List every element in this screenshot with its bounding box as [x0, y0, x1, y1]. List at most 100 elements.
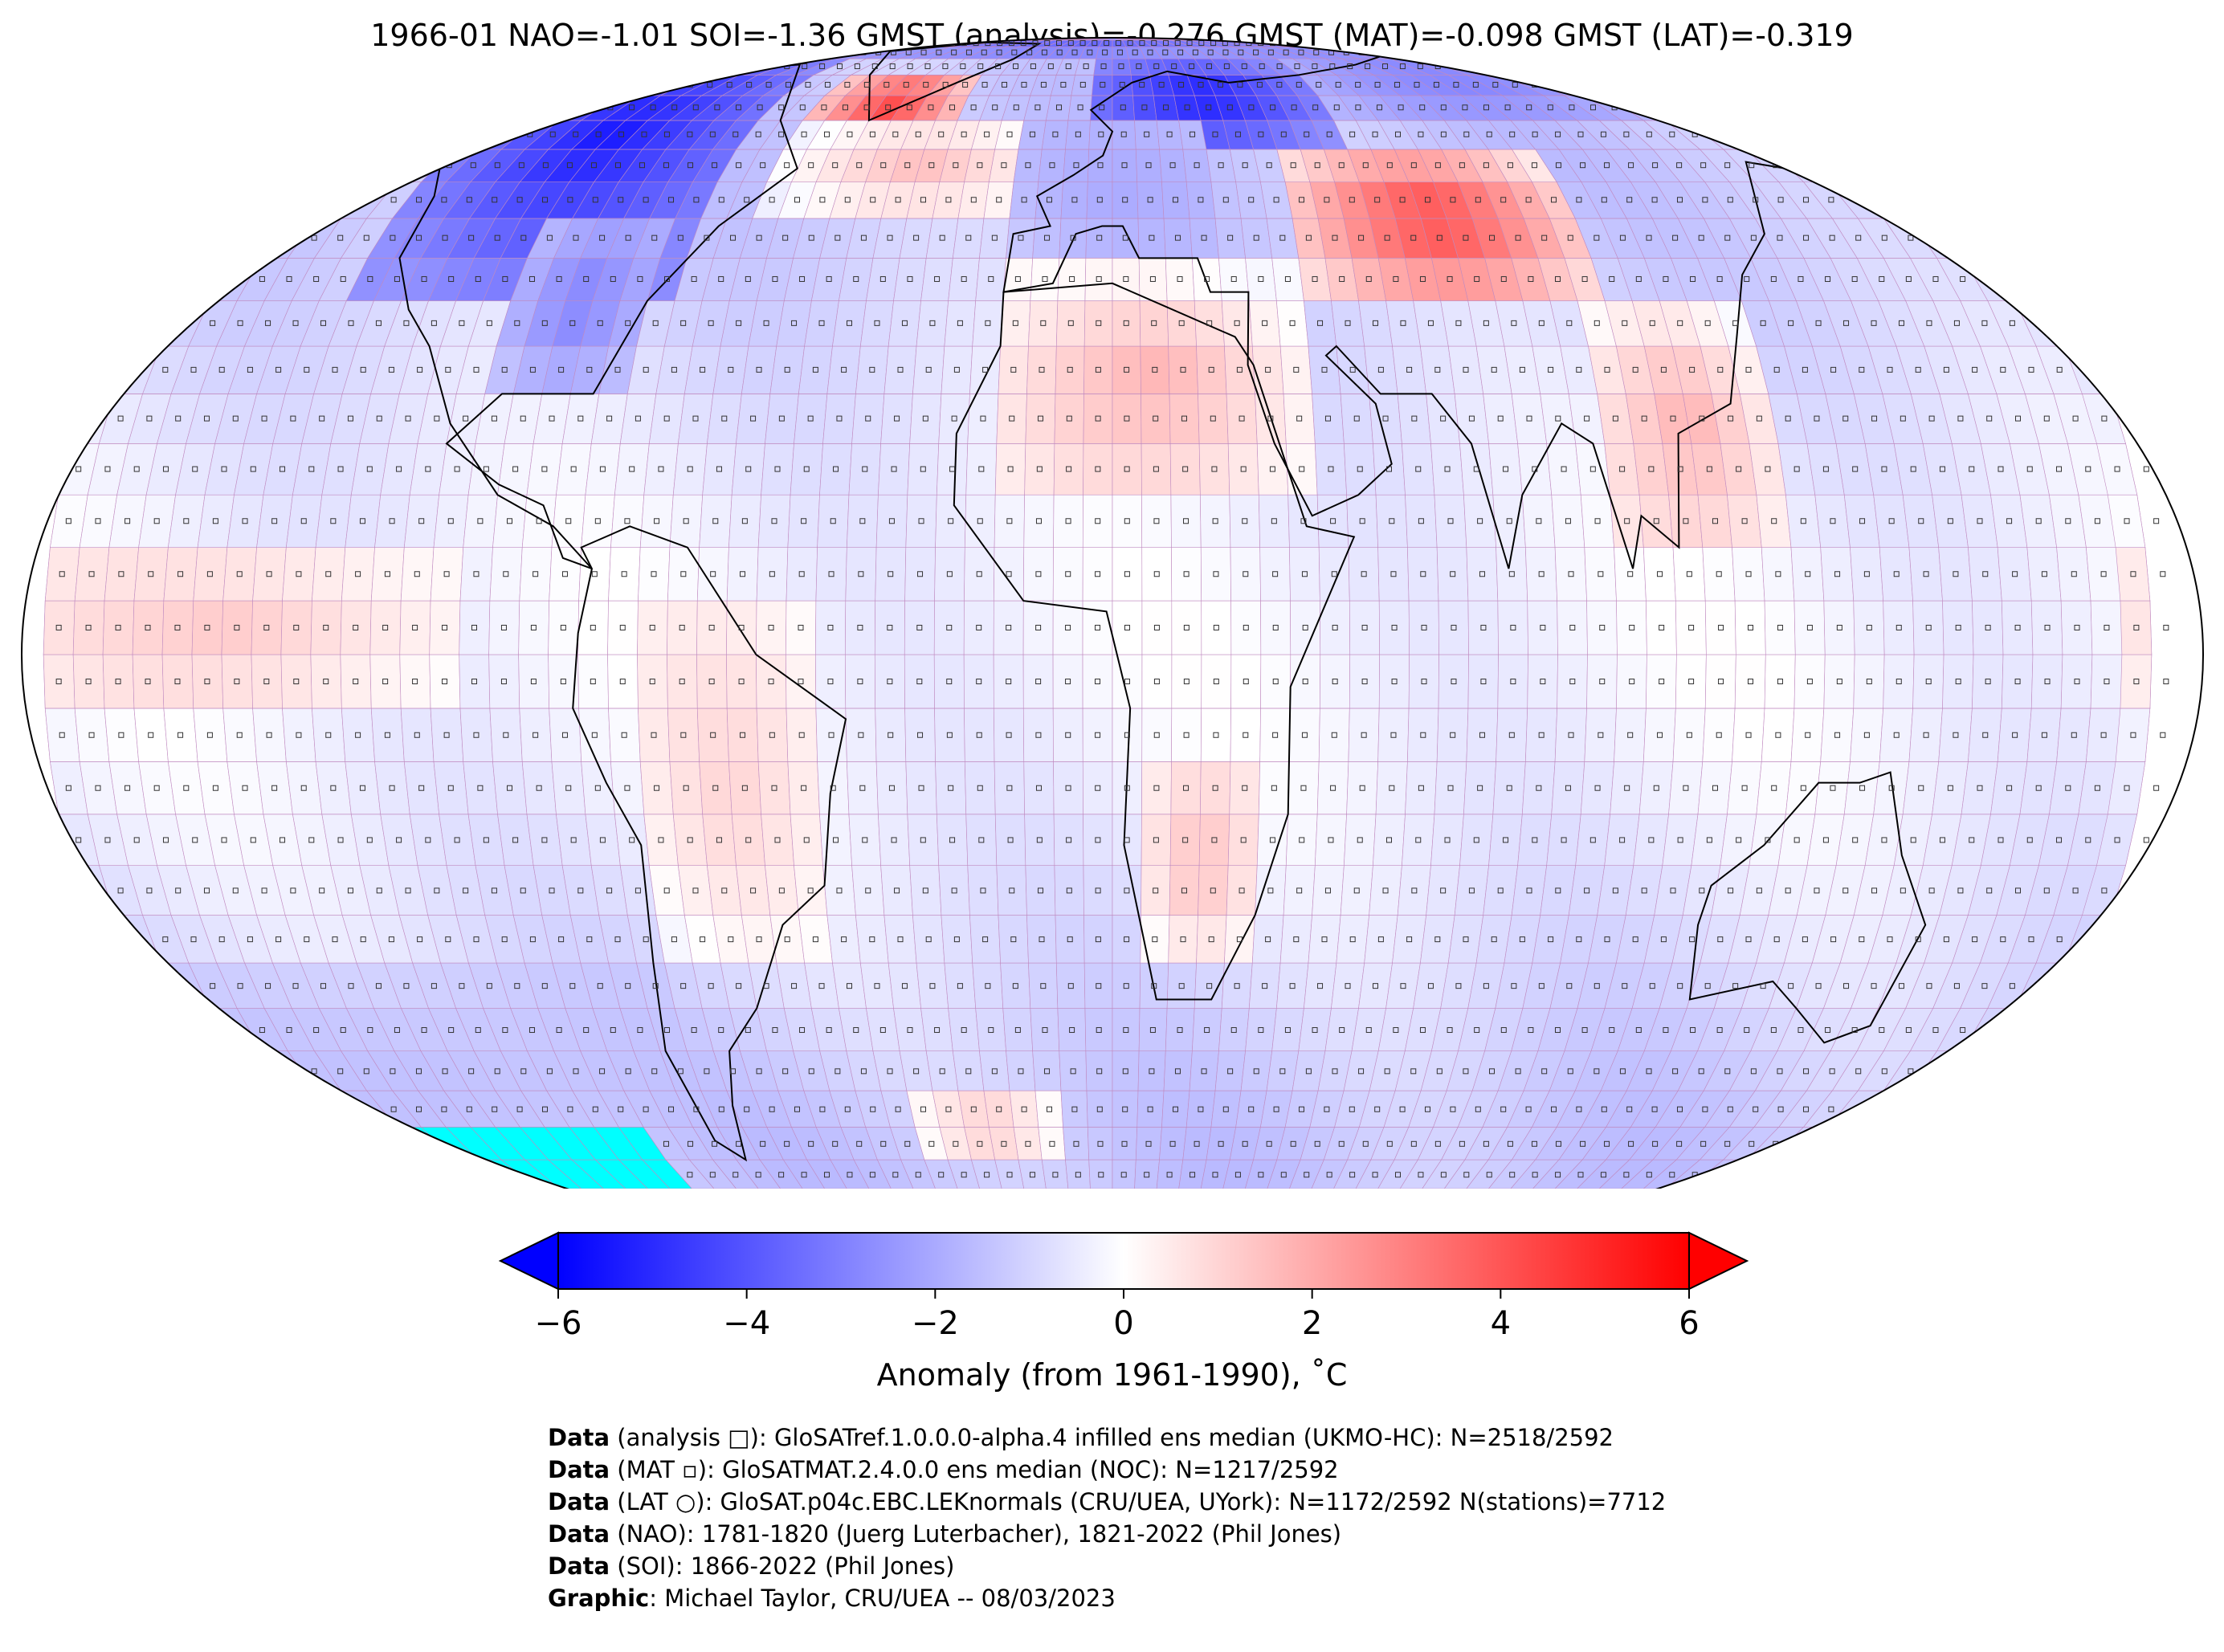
- grid-cell: [1369, 865, 1402, 916]
- grid-cell: [577, 654, 609, 709]
- grid-cell: [1638, 761, 1674, 815]
- grid-cell: [935, 494, 967, 548]
- grid-cell: [996, 865, 1027, 916]
- grid-cell: [1006, 1050, 1036, 1091]
- analysis-marker: [785, 49, 791, 55]
- grid-cell: [1218, 258, 1250, 301]
- grid-cell: [920, 258, 953, 301]
- grid-cell: [590, 58, 670, 75]
- analysis-marker: [1435, 40, 1442, 47]
- grid-cell: [1141, 865, 1171, 916]
- grid-cell: [702, 814, 737, 866]
- grid-cell: [1785, 494, 1822, 548]
- grid-cell: [786, 547, 818, 602]
- analysis-marker: [365, 197, 372, 203]
- grid-cell: [1112, 654, 1143, 709]
- colorbar-label: Anomaly (from 1961-1990), ˚C: [876, 1357, 1348, 1393]
- analysis-marker: [259, 1068, 265, 1075]
- grid-cell: [994, 814, 1026, 866]
- grid-cell: [346, 1127, 408, 1160]
- grid-cell: [1230, 600, 1262, 655]
- grid-cell: [1951, 1090, 2014, 1128]
- grid-cell: [1054, 865, 1084, 916]
- analysis-marker: [2064, 320, 2071, 326]
- grid-cell: [1168, 345, 1198, 394]
- grid-cell: [1060, 1090, 1088, 1128]
- grid-cell: [1344, 814, 1377, 866]
- grid-cell: [1798, 1159, 1866, 1189]
- grid-cell: [883, 915, 917, 964]
- analysis-marker: [1986, 1068, 1993, 1075]
- grid-cell: [1466, 708, 1499, 762]
- grid-cell: [360, 95, 435, 121]
- grid-cell: [1185, 1090, 1216, 1128]
- grid-cell: [1226, 394, 1258, 444]
- grid-cell: [1434, 39, 1575, 47]
- grid-cell: [1052, 654, 1083, 709]
- grid-cell: [521, 47, 637, 59]
- analysis-marker: [854, 40, 860, 47]
- grid-cell: [1789, 95, 1865, 121]
- analysis-marker: [2143, 466, 2149, 472]
- analysis-marker: [373, 162, 380, 169]
- grid-cell: [1517, 814, 1553, 866]
- grid-cell: [983, 1090, 1014, 1128]
- grid-cell: [585, 814, 621, 866]
- grid-cell: [1112, 915, 1141, 964]
- analysis-marker: [700, 40, 706, 47]
- grid-cell: [794, 865, 828, 916]
- grid-cell: [1032, 218, 1062, 259]
- analysis-marker: [1875, 131, 1881, 137]
- grid-cell: [1009, 182, 1039, 219]
- grid-cell: [794, 394, 828, 444]
- grid-cell: [2026, 708, 2062, 762]
- analysis-marker: [845, 49, 851, 55]
- analysis-marker: [510, 81, 516, 88]
- analysis-marker: [372, 104, 378, 111]
- grid-cell: [1547, 47, 1655, 59]
- analysis-marker: [694, 49, 700, 55]
- grid-cell: [1196, 915, 1227, 964]
- grid-cell: [1561, 47, 1671, 59]
- grid-cell: [1877, 1090, 1936, 1128]
- grid-cell: [1023, 494, 1055, 548]
- grid-cell: [186, 182, 249, 219]
- grid-cell: [2030, 654, 2063, 709]
- analysis-marker: [1897, 1172, 1904, 1178]
- grid-cell: [533, 58, 621, 75]
- grid-cell: [1901, 182, 1962, 219]
- grid-cell: [470, 95, 539, 121]
- analysis-marker: [830, 49, 836, 55]
- grid-cell: [340, 600, 372, 655]
- analysis-marker: [151, 275, 157, 282]
- grid-cell: [74, 708, 110, 762]
- grid-cell: [646, 58, 719, 75]
- grid-cell: [1013, 1127, 1043, 1160]
- grid-cell: [191, 600, 223, 655]
- analysis-marker: [471, 81, 477, 88]
- analysis-marker: [458, 104, 464, 111]
- grid-cell: [1201, 654, 1232, 709]
- analysis-marker: [154, 320, 161, 326]
- analysis-marker: [1551, 81, 1557, 88]
- grid-cell: [321, 149, 385, 182]
- grid-cell: [1761, 547, 1795, 602]
- grid-cell: [1141, 394, 1171, 444]
- analysis-marker: [1875, 1172, 1881, 1178]
- analysis-marker: [1845, 1140, 1851, 1147]
- analysis-marker: [1737, 131, 1744, 137]
- grid-cell: [1527, 600, 1558, 655]
- analysis-marker: [878, 40, 884, 47]
- grid-cell: [1554, 547, 1587, 602]
- grid-cell: [1951, 182, 2014, 219]
- grid-cell: [1141, 708, 1173, 762]
- grid-cell: [1112, 1050, 1140, 1091]
- analysis-marker: [321, 131, 328, 137]
- grid-cell: [186, 1090, 249, 1128]
- grid-cell: [1466, 547, 1499, 602]
- grid-cell: [282, 708, 316, 762]
- grid-cell: [513, 95, 580, 121]
- analysis-marker: [664, 49, 671, 55]
- credit-line: Graphic: Michael Taylor, CRU/UEA -- 08/0…: [548, 1582, 1666, 1614]
- grid-cell: [221, 600, 253, 655]
